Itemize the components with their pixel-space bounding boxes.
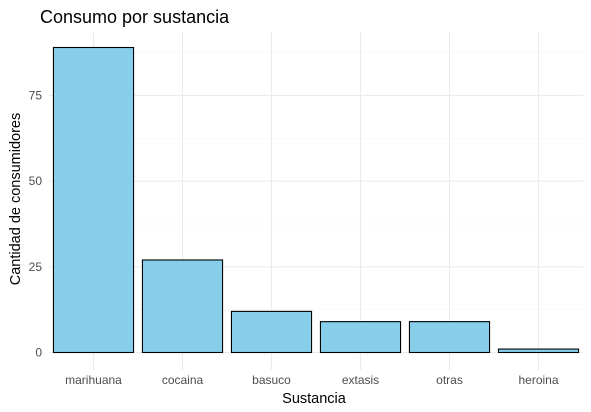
bar-cocaina <box>142 260 222 353</box>
bar-extasis <box>320 322 400 353</box>
bars-layer <box>53 48 578 353</box>
bar-heroina <box>498 349 578 352</box>
x-tick-label: cocaina <box>162 373 204 387</box>
x-tick-label: extasis <box>342 373 379 387</box>
x-axis-title: Sustancia <box>282 391 347 407</box>
chart-title: Consumo por sustancia <box>40 7 230 27</box>
bar-otras <box>409 322 489 353</box>
y-tick-label: 50 <box>29 174 43 188</box>
y-axis-title: Cantidad de consumidores <box>8 113 24 286</box>
bar-marihuana <box>53 48 133 353</box>
y-tick-label: 25 <box>29 260 43 274</box>
x-tick-label: marihuana <box>65 373 122 387</box>
x-tick-label: otras <box>436 373 463 387</box>
x-tick-label: heroina <box>518 373 558 387</box>
y-tick-label: 75 <box>29 88 43 102</box>
x-tick-label: basuco <box>252 373 291 387</box>
y-tick-label: 0 <box>35 346 42 360</box>
bar-basuco <box>231 311 311 352</box>
